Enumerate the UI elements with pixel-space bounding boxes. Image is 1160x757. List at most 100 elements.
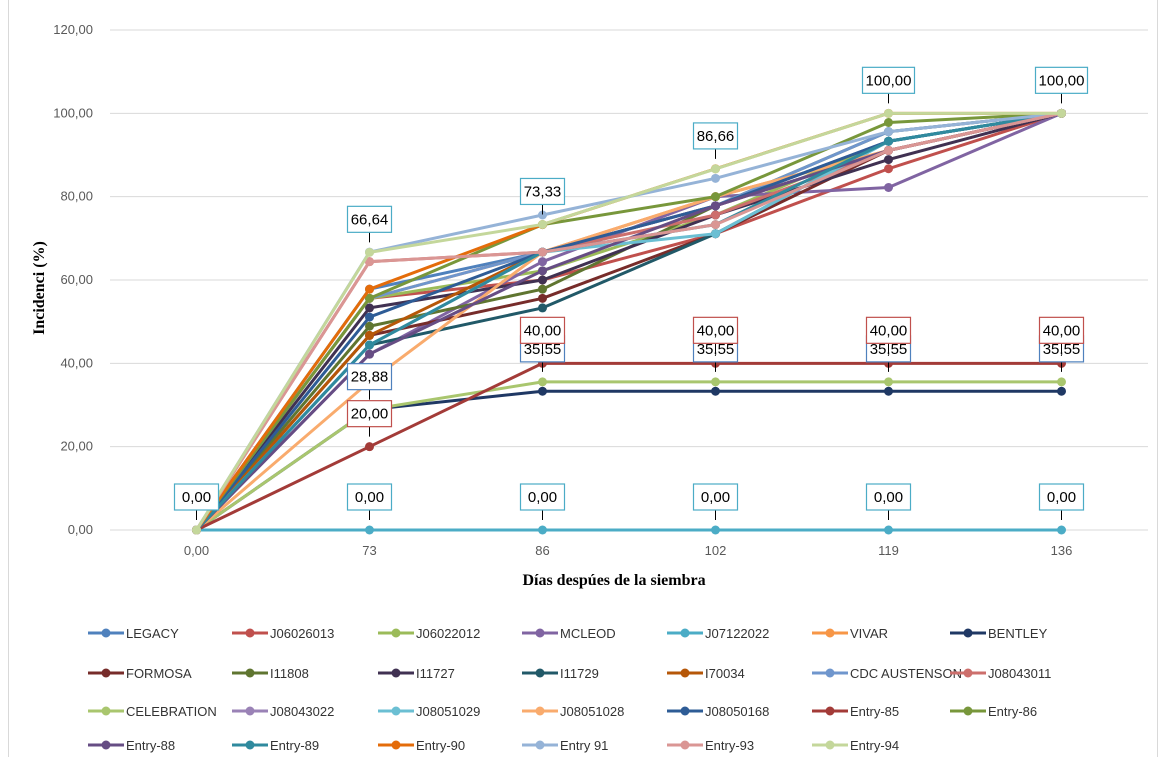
legend-swatch-marker [391,740,401,750]
series-lines [192,108,1066,535]
y-axis-title: Incidenci (%) [31,241,48,335]
data-point [365,349,374,359]
data-point [365,303,374,313]
legend-label: Entry-89 [270,738,319,753]
legend-label: LEGACY [126,626,179,641]
data-point [711,386,720,396]
data-label-box [1038,483,1085,511]
legend-label: Entry-90 [416,738,465,753]
legend-label: I11729 [560,666,599,681]
data-point [365,257,374,267]
data-point [365,293,374,303]
data-label: 0,00 [701,489,730,506]
y-tick-label: 80,00 [60,189,93,204]
legend-item: Entry-93 [667,738,754,753]
legend-item: J07122022 [667,626,769,641]
data-label: 100,00 [866,72,912,89]
legend-label: I70034 [705,666,745,681]
data-point [884,136,893,146]
series-line [195,111,1062,531]
legend-item: I70034 [667,666,745,681]
data-point [365,312,374,322]
data-label-box [861,66,916,94]
data-point [884,118,893,127]
data-label-box [519,316,566,344]
legend-swatch-marker [680,740,690,750]
data-point [711,377,720,387]
y-tick-label: 60,00 [60,272,93,287]
data-point [711,192,720,202]
data-point [365,442,374,452]
y-tick-label: 0,00 [68,522,93,537]
data-label-box [346,205,393,233]
legend-swatch-marker [535,740,545,750]
y-tick-label: 40,00 [60,355,93,370]
legend-label: Entry-85 [850,704,899,719]
legend-label: Entry-88 [126,738,175,753]
y-tick-label: 100,00 [53,105,93,120]
legend-swatch-marker [680,668,690,678]
data-point [538,525,547,535]
data-point [711,173,720,183]
legend-item: I11729 [522,666,599,681]
legend-item: J08043022 [232,704,334,719]
series-bentley [192,386,1066,535]
y-tick-label: 120,00 [53,22,93,37]
data-label-box [692,316,739,344]
data-point [365,284,374,294]
data-label: 28,88 [351,369,389,386]
legend-item: CDC AUSTENSON [812,666,962,681]
data-point [538,210,547,220]
legend-item: I11808 [232,666,309,681]
legend-label: VIVAR [850,626,888,641]
data-label-box [692,122,739,150]
data-point [365,321,374,331]
legend-item: J08043011 [950,666,1051,681]
x-axis-ticks: 0,00 73 86 102 119 136 [184,543,1073,558]
data-point [711,210,720,220]
legend-swatch-marker [391,706,401,716]
data-label-box [173,483,220,511]
data-point [884,183,893,192]
legend-label: Entry-86 [988,704,1037,719]
legend-item: Entry 91 [522,738,608,753]
legend-label: J08043022 [270,704,334,719]
data-point [365,525,374,535]
chart-frame [8,0,1158,757]
x-tick-label: 0,00 [184,543,209,558]
data-point [192,525,201,535]
legend-label: CDC AUSTENSON [850,666,962,681]
data-label: 0,00 [528,489,557,506]
data-point [884,377,893,387]
series-entry-94 [192,108,1066,535]
x-tick-label: 102 [705,543,727,558]
data-label: 73,33 [524,183,562,200]
legend-swatch-marker [391,668,401,678]
data-label: 0,00 [1047,489,1076,506]
data-point [365,247,374,257]
data-label: 20,00 [351,406,389,423]
y-tick-label: 20,00 [60,439,93,454]
data-point [365,340,374,350]
data-point [538,247,547,257]
data-label: 86,66 [697,128,735,145]
data-label-box [346,400,393,428]
data-point [884,525,893,535]
legend-label: J08051029 [416,704,480,719]
data-point [711,525,720,535]
data-label-box [692,483,739,511]
series-line [195,361,1062,532]
legend-label: J08050168 [705,704,769,719]
legend-swatch-marker [535,668,545,678]
data-point [884,155,893,165]
legend-swatch-marker [535,706,545,716]
data-point [538,386,547,396]
data-point [538,275,547,285]
data-label: 40,00 [1043,322,1081,339]
data-label: 40,00 [524,322,562,339]
legend-item: J08051029 [378,704,480,719]
legend-item: MCLEOD [522,626,616,641]
data-point [538,266,547,276]
